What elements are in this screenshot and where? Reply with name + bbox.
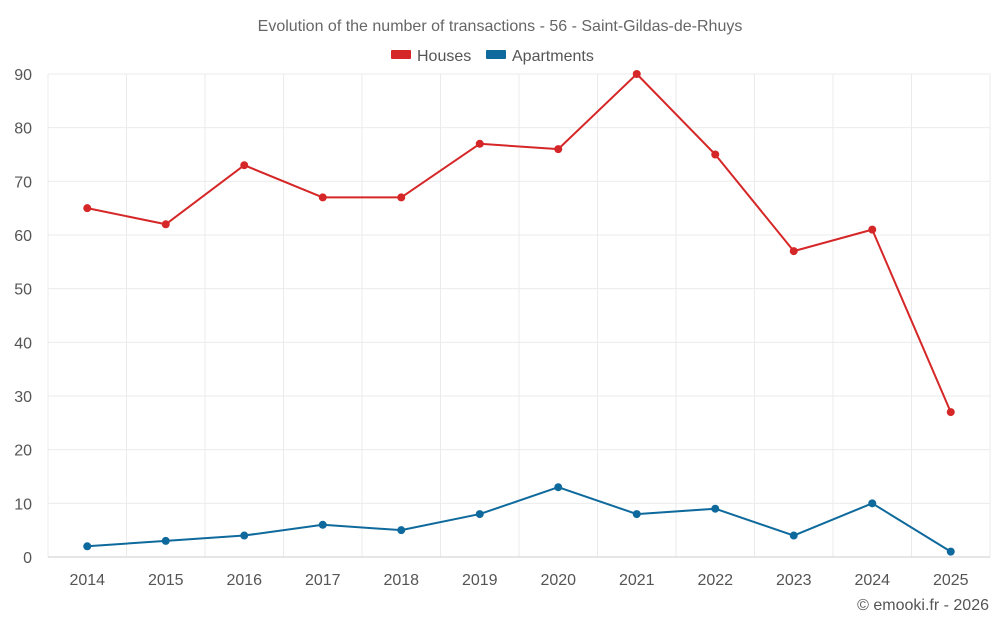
data-point-apartments[interactable] <box>632 510 641 519</box>
x-tick-label: 2019 <box>462 572 498 589</box>
data-point-houses[interactable] <box>632 70 641 78</box>
data-point-apartments[interactable] <box>868 499 877 508</box>
data-point-houses[interactable] <box>83 204 92 213</box>
x-axis: 2014 2015 2016 2017 2018 2019 2020 2021 2022 2023… <box>48 556 990 589</box>
data-point-apartments[interactable] <box>240 531 249 540</box>
data-point-houses[interactable] <box>240 161 249 170</box>
series-houses <box>83 70 955 417</box>
series-apartments <box>83 483 955 556</box>
legend-label-apartments[interactable]: Apartments <box>512 48 594 65</box>
data-point-apartments[interactable] <box>397 526 406 535</box>
x-tick-label: 2015 <box>148 572 184 589</box>
y-tick-label: 20 <box>14 443 32 460</box>
legend-swatch-apartments[interactable] <box>486 50 506 59</box>
y-tick-label: 30 <box>14 389 32 406</box>
y-axis: 0 10 20 30 40 50 60 70 80 90 <box>14 67 32 567</box>
data-point-apartments[interactable] <box>83 542 92 551</box>
data-point-houses[interactable] <box>711 150 720 159</box>
x-tick-label: 2017 <box>305 572 341 589</box>
data-point-apartments[interactable] <box>554 483 563 492</box>
x-tick-label: 2020 <box>540 572 576 589</box>
x-tick-label: 2018 <box>383 572 419 589</box>
chart-title: Evolution of the number of transactions … <box>258 18 743 35</box>
data-point-apartments[interactable] <box>711 504 720 513</box>
data-point-houses[interactable] <box>789 247 798 256</box>
series-line-houses <box>87 73 952 413</box>
data-point-houses[interactable] <box>946 408 955 417</box>
data-point-houses[interactable] <box>475 139 484 148</box>
data-point-houses[interactable] <box>397 193 406 202</box>
y-tick-label: 50 <box>14 282 32 299</box>
grid <box>47 73 991 558</box>
series-line-apartments <box>87 486 952 553</box>
legend-swatch-houses[interactable] <box>391 50 411 59</box>
x-tick-label: 2022 <box>697 572 733 589</box>
y-tick-label: 0 <box>23 550 32 567</box>
credit-text: © emooki.fr - 2026 <box>857 597 989 614</box>
legend: Houses Apartments <box>391 48 594 65</box>
y-tick-label: 90 <box>14 67 32 84</box>
y-tick-label: 10 <box>14 496 32 513</box>
y-tick-label: 70 <box>14 174 32 191</box>
y-tick-label: 40 <box>14 335 32 352</box>
series-layer <box>83 70 955 556</box>
x-tick-label: 2016 <box>226 572 262 589</box>
data-point-apartments[interactable] <box>475 510 484 519</box>
data-point-houses[interactable] <box>868 225 877 234</box>
data-point-apartments[interactable] <box>161 536 170 545</box>
y-tick-label: 80 <box>14 121 32 138</box>
data-point-apartments[interactable] <box>946 547 955 556</box>
x-tick-label: 2021 <box>619 572 655 589</box>
x-tick-label: 2025 <box>933 572 969 589</box>
data-point-apartments[interactable] <box>318 520 327 529</box>
legend-label-houses[interactable]: Houses <box>417 48 471 65</box>
data-point-houses[interactable] <box>318 193 327 202</box>
x-tick-label: 2023 <box>776 572 812 589</box>
y-tick-label: 60 <box>14 228 32 245</box>
x-tick-label: 2014 <box>69 572 105 589</box>
data-point-houses[interactable] <box>554 145 563 154</box>
x-tick-label: 2024 <box>854 572 890 589</box>
data-point-apartments[interactable] <box>789 531 798 540</box>
data-point-houses[interactable] <box>161 220 170 229</box>
